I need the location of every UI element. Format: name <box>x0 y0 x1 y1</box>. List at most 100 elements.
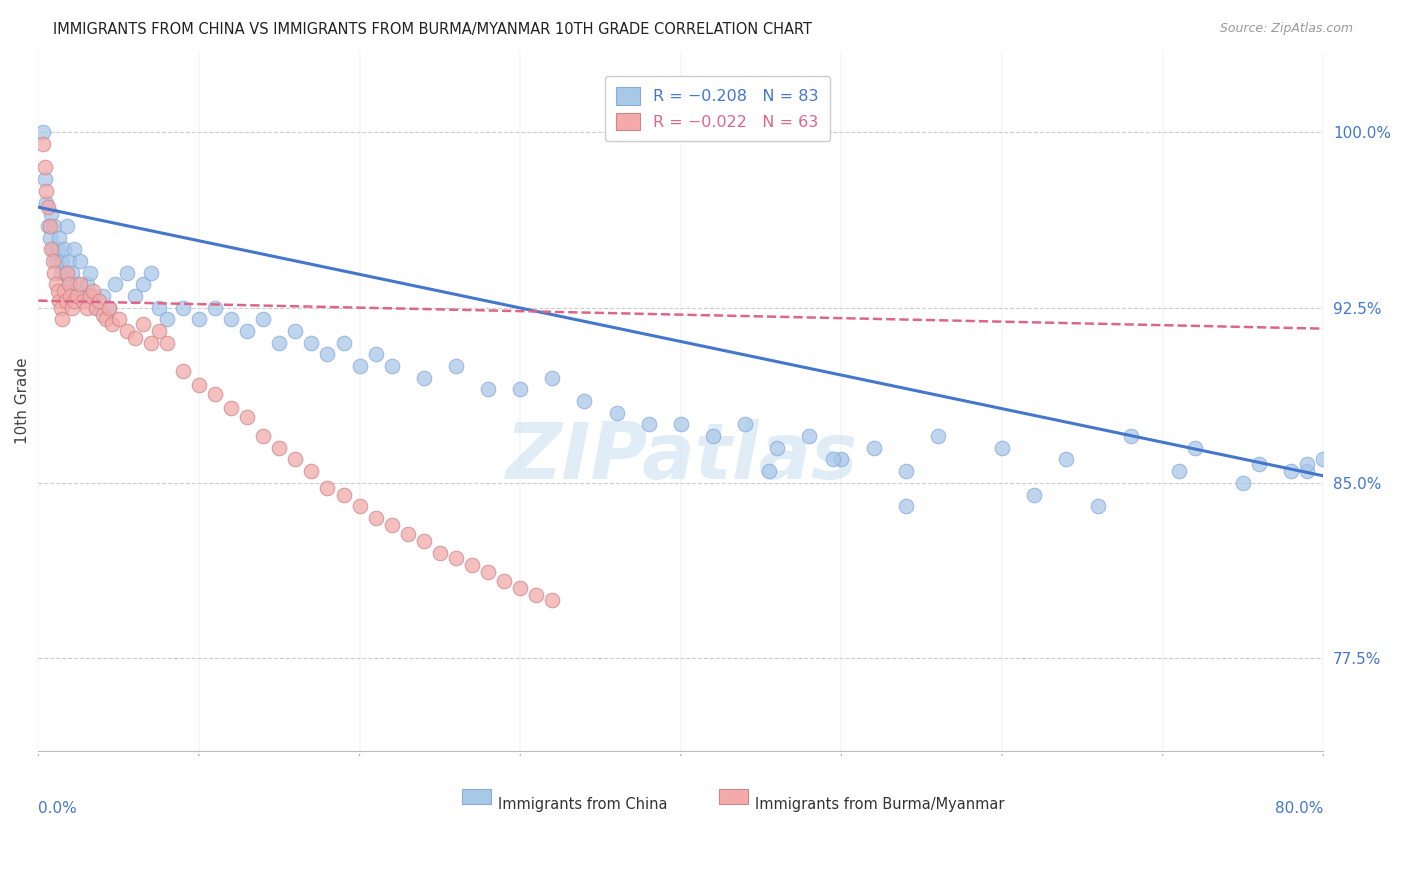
Point <box>606 406 628 420</box>
Point <box>156 335 179 350</box>
Point <box>49 301 72 315</box>
Point <box>49 266 72 280</box>
Point <box>799 429 821 443</box>
Legend: R = −0.208   N = 83, R = −0.022   N = 63: R = −0.208 N = 83, R = −0.022 N = 63 <box>605 76 830 141</box>
Point <box>1184 441 1206 455</box>
Point <box>364 511 387 525</box>
Point <box>91 289 114 303</box>
Point <box>332 335 354 350</box>
Point <box>46 242 69 256</box>
Point <box>72 289 94 303</box>
Point <box>132 317 155 331</box>
Point <box>48 293 70 308</box>
Point <box>91 308 114 322</box>
Point <box>53 242 76 256</box>
Point <box>35 195 58 210</box>
Point <box>107 312 129 326</box>
Point <box>509 383 531 397</box>
Point <box>204 301 226 315</box>
Point <box>219 312 242 326</box>
Point <box>132 277 155 292</box>
Point <box>574 394 596 409</box>
Point <box>1296 464 1319 478</box>
Point <box>32 137 55 152</box>
Point <box>349 359 371 373</box>
FancyBboxPatch shape <box>720 789 748 804</box>
Point <box>44 219 66 233</box>
Text: Source: ZipAtlas.com: Source: ZipAtlas.com <box>1219 22 1353 36</box>
Point <box>299 464 322 478</box>
Point <box>76 301 98 315</box>
Point <box>139 266 162 280</box>
Point <box>79 289 101 303</box>
Point <box>60 266 83 280</box>
Point <box>396 527 419 541</box>
Point <box>37 200 59 214</box>
Point <box>51 254 73 268</box>
Point <box>188 312 211 326</box>
Point <box>51 312 73 326</box>
Point <box>172 301 194 315</box>
Point <box>702 429 724 443</box>
Point <box>84 301 107 315</box>
Point <box>55 293 77 308</box>
Point <box>82 285 104 299</box>
Point <box>1054 452 1077 467</box>
Point <box>524 588 547 602</box>
Point <box>412 534 434 549</box>
Point <box>269 335 291 350</box>
Point <box>79 266 101 280</box>
Point <box>58 277 80 292</box>
Point <box>299 335 322 350</box>
Point <box>39 207 62 221</box>
Point <box>236 410 259 425</box>
Point <box>477 565 499 579</box>
Text: 0.0%: 0.0% <box>38 800 77 815</box>
Point <box>332 487 354 501</box>
Point <box>62 293 84 308</box>
Point <box>172 364 194 378</box>
Point <box>60 301 83 315</box>
Point <box>316 347 339 361</box>
Point <box>894 499 917 513</box>
Point <box>84 301 107 315</box>
Point <box>477 383 499 397</box>
Point <box>66 289 89 303</box>
Point <box>830 452 852 467</box>
Point <box>284 452 307 467</box>
Point <box>38 219 60 233</box>
Point <box>45 277 67 292</box>
Point <box>42 242 65 256</box>
Point <box>89 293 111 308</box>
Point <box>444 550 467 565</box>
Point <box>37 219 59 233</box>
Point <box>46 285 69 299</box>
Point <box>1167 464 1189 478</box>
Point <box>862 441 884 455</box>
Point <box>509 581 531 595</box>
Point <box>101 317 124 331</box>
Point <box>316 481 339 495</box>
Point <box>284 324 307 338</box>
Point <box>1279 464 1302 478</box>
Point <box>48 230 70 244</box>
Point <box>148 324 170 338</box>
Text: IMMIGRANTS FROM CHINA VS IMMIGRANTS FROM BURMA/MYANMAR 10TH GRADE CORRELATION CH: IMMIGRANTS FROM CHINA VS IMMIGRANTS FROM… <box>53 22 813 37</box>
Text: Immigrants from Burma/Myanmar: Immigrants from Burma/Myanmar <box>755 797 1005 812</box>
Point <box>1312 452 1334 467</box>
Point <box>991 441 1014 455</box>
Point <box>94 312 117 326</box>
Point <box>381 517 404 532</box>
Point <box>766 441 789 455</box>
Point <box>69 277 91 292</box>
Point <box>252 312 274 326</box>
Point <box>44 266 66 280</box>
Point <box>34 172 56 186</box>
Point <box>56 219 79 233</box>
Point <box>35 184 58 198</box>
Point <box>115 266 138 280</box>
Point <box>541 592 564 607</box>
Point <box>82 289 104 303</box>
Point <box>252 429 274 443</box>
Point <box>1024 487 1046 501</box>
